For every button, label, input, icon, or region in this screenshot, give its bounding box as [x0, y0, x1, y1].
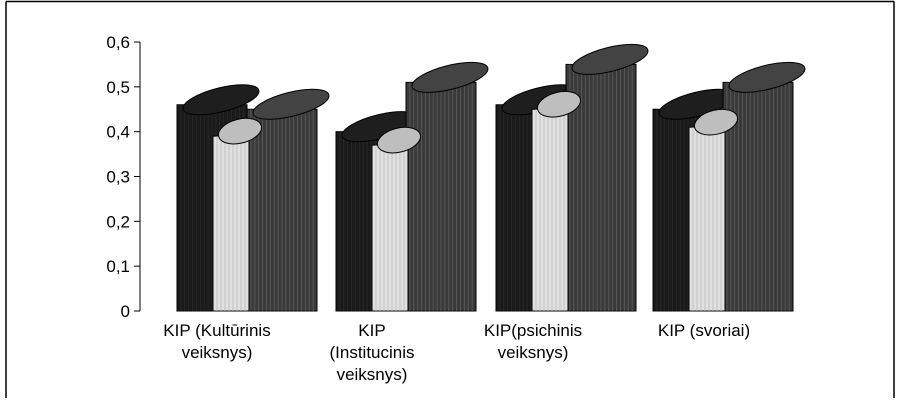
bar-front — [531, 108, 569, 312]
bar — [565, 43, 649, 312]
bar-top — [728, 61, 806, 93]
bar-top — [376, 126, 422, 154]
category-label: KIP (svoriai) — [658, 321, 750, 340]
y-tick-label: 0,6 — [106, 33, 130, 52]
bar-top — [252, 88, 330, 120]
y-axis: 0 0,1 0,2 0,3 0,4 0,5 0,6 — [106, 33, 141, 321]
bar-top — [182, 84, 260, 116]
bar — [371, 126, 422, 312]
bar — [531, 90, 582, 312]
category-label: veiksnys) — [182, 343, 253, 362]
bar-top — [217, 117, 263, 145]
y-tick-label: 0,4 — [106, 123, 130, 142]
bar — [405, 61, 489, 312]
y-tick-label: 0,3 — [106, 168, 130, 187]
bar-front — [212, 135, 250, 312]
bar — [212, 117, 263, 312]
y-tick-label: 0 — [121, 302, 130, 321]
bar-front — [688, 126, 726, 312]
category-label: KIP (Kultūrinis — [163, 321, 270, 340]
bar — [722, 61, 806, 312]
category-label: veiksnys) — [498, 343, 569, 362]
category-label: (Institucinis — [329, 343, 414, 362]
y-tick-label: 0,5 — [106, 78, 130, 97]
y-tick-label: 0,2 — [106, 212, 130, 231]
category-labels: KIP (Kultūrinis veiksnys) KIP (Institucinis… — [163, 321, 750, 384]
bar-top — [571, 43, 649, 75]
bar-top — [693, 108, 739, 136]
bar-top — [411, 61, 489, 93]
category-label: KIP — [358, 321, 385, 340]
bar — [688, 108, 739, 312]
bar-front — [371, 144, 409, 312]
y-tick-label: 0,1 — [106, 257, 130, 276]
bars — [176, 43, 806, 312]
category-label: KIP(psichinis — [484, 321, 582, 340]
category-label: veiksnys) — [337, 365, 408, 384]
bar — [246, 88, 330, 312]
bar-top — [536, 90, 582, 118]
